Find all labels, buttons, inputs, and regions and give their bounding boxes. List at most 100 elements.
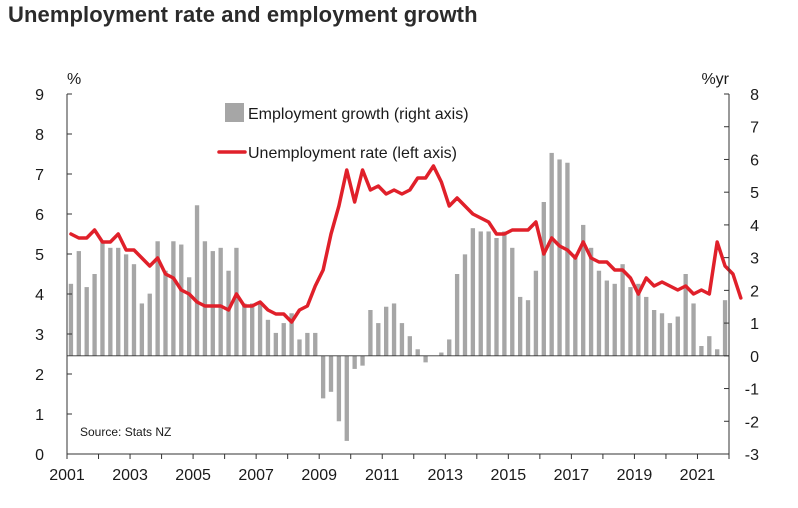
employment-growth-bar	[510, 247, 515, 356]
legend-label-employment: Employment growth (right axis)	[248, 106, 469, 123]
right-tick-label: -3	[745, 447, 759, 464]
right-tick-label: 5	[750, 185, 759, 202]
employment-growth-bar	[604, 280, 610, 356]
employment-growth-bar	[454, 274, 460, 356]
employment-growth-bar	[116, 247, 121, 356]
employment-growth-bar	[636, 283, 641, 356]
employment-growth-bar	[376, 323, 381, 356]
unemployment-rate-line	[69, 164, 743, 324]
employment-growth-bar	[257, 303, 263, 356]
employment-growth-bar	[305, 332, 310, 356]
employment-growth-bar	[494, 238, 499, 356]
x-tick-label: 2005	[175, 467, 211, 484]
employment-growth-bar	[179, 244, 184, 356]
employment-growth-bar	[92, 274, 97, 356]
x-tick-label: 2019	[617, 467, 653, 484]
legend-label-unemployment: Unemployment rate (left axis)	[248, 145, 457, 162]
x-tick-label: 2003	[112, 467, 148, 484]
left-tick-label: 6	[35, 207, 44, 224]
employment-growth-bar	[533, 270, 539, 356]
employment-growth-bar	[328, 355, 334, 392]
employment-growth-bar	[573, 254, 578, 356]
employment-growth-bar	[715, 349, 720, 356]
employment-growth-bar	[234, 247, 239, 356]
employment-growth-bar	[612, 283, 617, 356]
x-tick-label: 2021	[680, 467, 716, 484]
x-tick-label: 2013	[427, 467, 463, 484]
employment-growth-bar	[423, 355, 428, 363]
employment-growth-bar	[525, 300, 531, 356]
employment-growth-bar	[502, 231, 507, 356]
employment-growth-bar	[281, 323, 286, 356]
source-note: Source: Stats NZ	[80, 425, 171, 439]
left-tick-label: 4	[35, 287, 44, 304]
employment-growth-bar	[683, 274, 688, 356]
right-axis-unit: %yr	[701, 71, 729, 88]
employment-growth-bar	[620, 264, 625, 356]
right-tick-label: 1	[750, 316, 759, 333]
chart-title: Unemployment rate and employment growth	[8, 2, 478, 27]
employment-growth-bar	[486, 231, 491, 356]
employment-growth-bar	[478, 231, 483, 356]
employment-growth-bar	[202, 241, 208, 356]
employment-growth-bar	[265, 319, 271, 356]
employment-growth-bar	[675, 316, 680, 356]
right-tick-label: -2	[745, 414, 759, 431]
right-axis-ticks: -3 -2 -1 0 1 2 3 4 5 6 7 8	[724, 87, 759, 464]
left-axis-ticks: 0 1 2 3 4 5 6 7 8 9	[35, 87, 72, 464]
employment-growth-bar	[707, 336, 712, 356]
left-tick-label: 5	[35, 247, 44, 264]
right-tick-label: 8	[750, 87, 759, 104]
employment-growth-bar	[565, 162, 570, 356]
employment-growth-bar	[439, 352, 444, 356]
employment-growth-bar	[667, 323, 673, 356]
employment-growth-bar	[171, 241, 176, 356]
employment-growth-bar	[68, 283, 74, 356]
left-tick-label: 3	[35, 327, 44, 344]
employment-growth-bar	[163, 270, 168, 356]
employment-growth-bar	[407, 336, 412, 356]
employment-growth-bar	[289, 313, 294, 356]
employment-growth-bar	[541, 202, 546, 356]
employment-growth-bar	[344, 355, 349, 441]
employment-growth-bar	[360, 355, 365, 366]
employment-growth-bar	[273, 332, 279, 356]
right-tick-label: 2	[750, 283, 759, 300]
x-tick-label: 2001	[49, 467, 85, 484]
legend-bar-swatch	[225, 103, 244, 122]
employment-growth-bar	[313, 332, 318, 356]
legend: Employment growth (right axis) Unemploym…	[217, 103, 469, 162]
employment-growth-bar	[549, 152, 554, 356]
x-tick-label: 2017	[554, 467, 590, 484]
employment-growth-bar	[84, 287, 89, 356]
employment-growth-bar	[155, 241, 160, 356]
left-tick-label: 0	[35, 447, 44, 464]
right-tick-label: -1	[745, 382, 759, 399]
employment-growth-bar	[226, 270, 231, 356]
employment-growth-bar	[699, 346, 704, 356]
employment-growth-bar	[147, 293, 152, 356]
right-tick-label: 4	[750, 218, 759, 235]
employment-growth-bar	[242, 303, 247, 356]
employment-growth-bar	[139, 303, 145, 356]
employment-growth-bar	[462, 254, 468, 356]
employment-growth-bar	[384, 306, 389, 356]
x-tick-label: 2011	[365, 467, 400, 484]
employment-growth-bar	[108, 247, 113, 356]
employment-growth-bar	[596, 270, 602, 356]
left-tick-label: 7	[35, 167, 44, 184]
employment-growth-bar	[368, 310, 373, 356]
employment-growth-bar	[399, 323, 405, 356]
employment-growth-bar	[352, 355, 357, 369]
left-tick-label: 2	[35, 367, 44, 384]
right-tick-label: 7	[750, 120, 759, 137]
employment-growth-bar	[651, 310, 657, 356]
employment-growth-bar	[722, 300, 728, 356]
employment-growth-bar	[336, 355, 342, 422]
employment-growth-bar	[297, 339, 302, 356]
employment-growth-bar	[131, 264, 137, 356]
employment-growth-bar	[447, 339, 452, 356]
x-axis-ticks: 2001 2003 2005 2007 2009 2011 2013 2015 2017 2019…	[49, 454, 730, 484]
employment-growth-bar	[210, 251, 215, 356]
employment-growth-bar	[76, 251, 81, 356]
